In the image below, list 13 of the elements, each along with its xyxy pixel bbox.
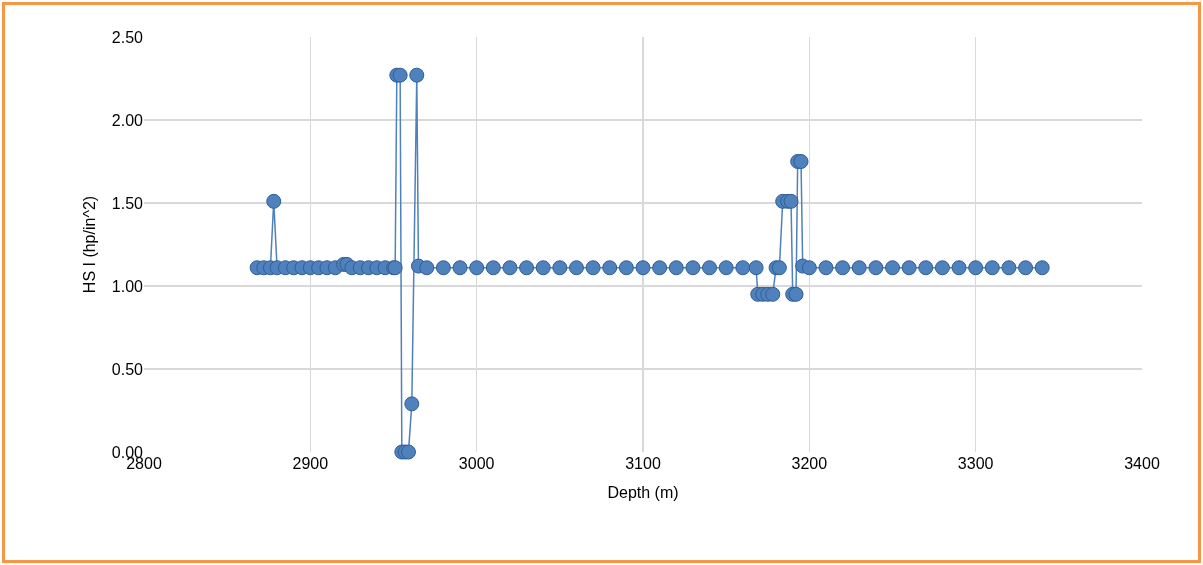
y-tick-label: 2.50	[111, 28, 144, 46]
y-tick-label: 2.00	[111, 111, 144, 129]
x-tick-label: 3100	[625, 455, 661, 472]
x-tick-label: 3200	[791, 455, 828, 472]
y-tick-label: 1.50	[111, 194, 144, 212]
x-tick-label: 3400	[1124, 455, 1160, 472]
x-tick-label: 3300	[957, 455, 994, 472]
y-axis-title: HS I (hp/in^2)	[80, 195, 98, 294]
x-tick-label: 3000	[458, 455, 495, 472]
x-axis-title: Depth (m)	[607, 483, 679, 501]
y-tick-label: 1.00	[111, 277, 144, 295]
y-tick-label: 0.50	[111, 360, 144, 378]
x-tick-label: 2900	[292, 455, 329, 472]
